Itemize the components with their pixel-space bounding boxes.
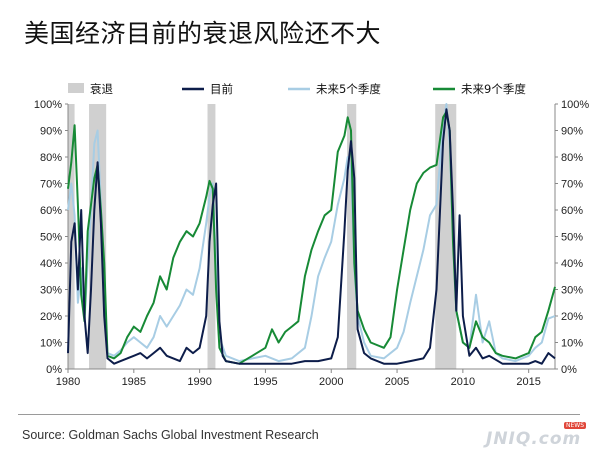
- y-tick-label-left: 90%: [40, 126, 62, 138]
- y-tick-label-right: 80%: [561, 152, 583, 164]
- y-tick-label-right: 20%: [561, 311, 583, 323]
- y-tick-label-left: 20%: [40, 311, 62, 323]
- y-tick-label-right: 60%: [561, 205, 583, 217]
- y-tick-label-left: 30%: [40, 285, 62, 297]
- x-tick-label: 2015: [516, 376, 540, 388]
- x-tick-label: 1985: [122, 376, 146, 388]
- x-tick-label: 2005: [385, 376, 409, 388]
- y-tick-label-right: 90%: [561, 126, 583, 138]
- legend-label-0: 衰退: [90, 82, 113, 96]
- divider: [18, 414, 580, 415]
- y-tick-label-right: 30%: [561, 285, 583, 297]
- legend-label-3: 未来9个季度: [461, 82, 526, 96]
- series-line-1: [67, 108, 556, 365]
- series-line-2: [67, 103, 556, 363]
- page-title: 美国经济目前的衰退风险还不大: [24, 19, 382, 48]
- y-tick-label-right: 100%: [561, 99, 589, 111]
- y-tick-label-left: 0%: [46, 364, 62, 376]
- y-tick-label-right: 40%: [561, 258, 583, 270]
- x-tick-label: 1990: [187, 376, 211, 388]
- x-tick-label: 2010: [451, 376, 475, 388]
- y-tick-label-left: 100%: [34, 99, 62, 111]
- legend-swatch-recession: [68, 83, 84, 93]
- y-tick-label-left: 70%: [40, 179, 62, 191]
- legend-label-2: 未来5个季度: [316, 82, 381, 96]
- recession-band-4: [347, 104, 357, 369]
- y-tick-label-right: 10%: [561, 338, 583, 350]
- y-tick-label-left: 80%: [40, 152, 62, 164]
- series-line-3: [67, 110, 556, 365]
- x-tick-label: 1995: [253, 376, 277, 388]
- legend-label-1: 目前: [210, 82, 233, 96]
- y-tick-label-right: 50%: [561, 232, 583, 244]
- y-tick-label-left: 60%: [40, 205, 62, 217]
- y-tick-label-left: 40%: [40, 258, 62, 270]
- y-tick-label-left: 50%: [40, 232, 62, 244]
- x-tick-label: 1980: [56, 376, 80, 388]
- y-tick-label-right: 70%: [561, 179, 583, 191]
- x-tick-label: 2000: [319, 376, 343, 388]
- y-tick-label-right: 0%: [561, 364, 577, 376]
- recession-band-3: [207, 104, 216, 369]
- source-note: Source: Goldman Sachs Global Investment …: [22, 428, 319, 442]
- y-tick-label-left: 10%: [40, 338, 62, 350]
- watermark-logo: JNIQ.com: [486, 429, 582, 449]
- watermark-badge: NEWS: [564, 422, 587, 429]
